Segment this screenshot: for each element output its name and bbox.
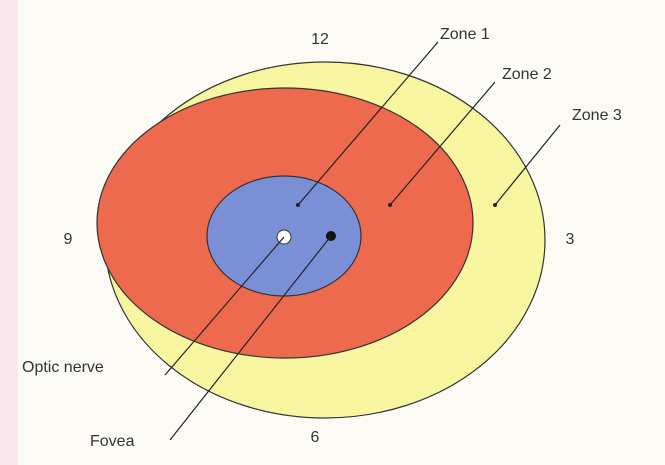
zone-label: Zone 3 — [572, 107, 622, 124]
side-strip — [0, 0, 18, 465]
clock-label: 6 — [311, 429, 320, 446]
zone-label: Zone 1 — [440, 26, 490, 43]
leader-dot — [493, 203, 497, 207]
landmark-label: Fovea — [90, 433, 135, 450]
page: 12 9 3 6 Zone 1 Zone 2 Zone 3 Optic nerv… — [0, 0, 665, 465]
landmark-label: Optic nerve — [22, 359, 104, 376]
zone-label: Zone 2 — [502, 66, 552, 83]
clock-label: 12 — [311, 31, 329, 48]
clock-label: 9 — [64, 231, 73, 248]
clock-label: 3 — [566, 231, 575, 248]
leader-dot — [296, 203, 300, 207]
leader-dot — [388, 203, 392, 207]
diagram: 12 9 3 6 Zone 1 Zone 2 Zone 3 Optic nerv… — [0, 0, 665, 465]
